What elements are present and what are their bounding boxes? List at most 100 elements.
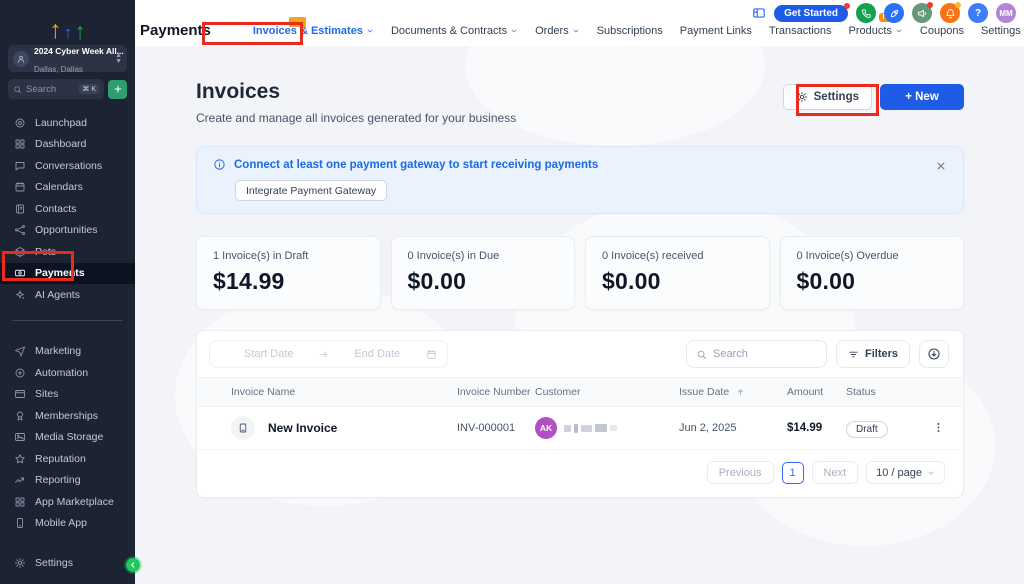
bell-icon (945, 8, 955, 19)
get-started-button[interactable]: Get Started (774, 2, 850, 22)
question-mark-icon: ? (974, 7, 982, 19)
notifications-button[interactable] (940, 2, 961, 23)
sidebar-item-app-marketplace[interactable]: App Marketplace (0, 491, 135, 513)
sidebar-item-mobile-app[interactable]: Mobile App (0, 513, 135, 535)
sidebar-item-label: Settings (35, 557, 73, 570)
kebab-menu-icon (937, 423, 940, 433)
tab-settings[interactable]: Settings (981, 25, 1021, 37)
banner-text: Connect at least one payment gateway to … (234, 158, 599, 171)
col-status[interactable]: Status (846, 386, 876, 398)
sidebar-search-input[interactable] (26, 83, 76, 95)
row-menu-button[interactable] (932, 419, 963, 437)
phone-icon (861, 8, 871, 18)
stat-value: $0.00 (407, 268, 467, 294)
sidebar-item-memberships[interactable]: Memberships (0, 405, 135, 427)
logo-arrow-blue-icon: ↑ (63, 23, 73, 43)
sidebar-collapse-button[interactable] (126, 558, 140, 572)
phone-button[interactable] (856, 3, 876, 23)
sidebar-item-label: Payments (35, 267, 85, 280)
launcher-button[interactable] (884, 3, 904, 23)
sidebar-item-marketing[interactable]: Marketing (0, 341, 135, 363)
main-content: Invoices Create and manage all invoices … (135, 46, 1024, 584)
sidebar-item-reporting[interactable]: Reporting (0, 470, 135, 492)
sidebar-item-settings[interactable]: Settings (0, 553, 135, 575)
sidebar-item-contacts[interactable]: Contacts (0, 198, 135, 220)
table-row[interactable]: New Invoice INV-000001 AK Jun 2, 2025 $1… (197, 407, 963, 450)
sidebar-item-label: Opportunities (35, 224, 98, 237)
panel-icon[interactable] (752, 6, 766, 20)
col-invoice-number[interactable]: Invoice Number (457, 386, 531, 398)
notification-dot (927, 2, 933, 8)
help-button[interactable]: ? (968, 3, 988, 23)
get-started-label: Get Started (784, 7, 838, 19)
sidebar-item-ai-agents[interactable]: AI Agents (0, 284, 135, 306)
filters-button[interactable]: Filters (835, 340, 910, 368)
col-amount[interactable]: Amount (787, 386, 824, 398)
sidebar-item-sites[interactable]: Sites (0, 384, 135, 406)
tab-transactions[interactable]: Transactions (769, 25, 832, 37)
next-page-button[interactable]: Next (811, 461, 859, 484)
rocket-icon (890, 9, 898, 17)
sidebar-item-label: Automation (35, 366, 89, 379)
stat-label: 0 Invoice(s) Overdue (796, 250, 899, 262)
sidebar-item-payments[interactable]: Payments (0, 262, 135, 284)
new-invoice-button[interactable]: + New (880, 84, 964, 110)
tab-coupons[interactable]: Coupons (920, 25, 964, 37)
sidebar-item-label: Sites (35, 388, 59, 401)
page-size-select[interactable]: 10 / page (866, 461, 945, 484)
sidebar-item-media-storage[interactable]: Media Storage (0, 427, 135, 449)
previous-page-button[interactable]: Previous (706, 461, 774, 484)
integrate-gateway-button[interactable]: Integrate Payment Gateway (235, 180, 388, 201)
invoice-number: INV-000001 (457, 422, 516, 434)
sidebar-item-reputation[interactable]: Reputation (0, 448, 135, 470)
page-subtitle: Create and manage all invoices generated… (196, 111, 517, 125)
cube-icon (15, 246, 25, 257)
plus-icon (114, 85, 121, 93)
announcements-button[interactable] (912, 2, 933, 23)
date-range-picker[interactable]: Start Date End Date (209, 340, 448, 368)
col-customer[interactable]: Customer (535, 386, 581, 398)
tab-invoices-estimates[interactable]: Invoices & Estimates (253, 25, 374, 37)
account-avatar (13, 50, 29, 67)
tab-payment-links[interactable]: Payment Links (680, 25, 752, 37)
start-date-placeholder[interactable]: Start Date (243, 348, 294, 360)
account-switcher[interactable]: 2024 Cyber Week All... Dallas, Dallas ▲ ▼ (8, 45, 127, 74)
user-avatar[interactable]: MM (996, 3, 1016, 23)
sidebar-item-launchpad[interactable]: Launchpad (0, 112, 135, 134)
sidebar-item-label: Reputation (35, 452, 86, 465)
invoice-doc-icon[interactable] (231, 416, 255, 440)
stat-label: 0 Invoice(s) in Due (407, 250, 500, 262)
stat-card-due: 0 Invoice(s) in Due $0.00 (390, 236, 575, 310)
sidebar-item-label: Launchpad (35, 116, 87, 129)
sidebar-item-opportunities[interactable]: Opportunities (0, 220, 135, 242)
sort-arrow-up-icon[interactable] (736, 388, 745, 397)
table-search[interactable] (685, 340, 827, 368)
filters-label: Filters (864, 348, 898, 360)
sidebar-item-dashboard[interactable]: Dashboard (0, 134, 135, 156)
table-header-row: Invoice Name Invoice Number Customer Iss… (197, 377, 963, 407)
sidebar-item-automation[interactable]: Automation (0, 362, 135, 384)
send-icon (15, 346, 25, 357)
current-page-button[interactable]: 1 (781, 461, 804, 484)
tab-subscriptions[interactable]: Subscriptions (597, 25, 663, 37)
sidebar-item-label: Dashboard (35, 138, 87, 151)
account-chevrons-icon: ▲ ▼ (115, 51, 122, 65)
end-date-placeholder[interactable]: End Date (354, 348, 401, 360)
tab-label: Subscriptions (596, 24, 663, 37)
table-search-input[interactable] (712, 348, 817, 360)
tab-orders[interactable]: Orders (535, 25, 580, 37)
tab-products[interactable]: NewProducts (848, 12, 902, 37)
sidebar-item-calendars[interactable]: Calendars (0, 177, 135, 199)
close-icon[interactable] (935, 157, 947, 175)
invoice-settings-button[interactable]: Settings (782, 84, 872, 110)
col-invoice-name[interactable]: Invoice Name (231, 386, 296, 398)
sidebar-item-pets[interactable]: Pets (0, 241, 135, 263)
sidebar-item-label: Mobile App (35, 517, 87, 530)
export-button[interactable] (919, 340, 949, 368)
invoice-name[interactable]: New Invoice (268, 421, 338, 435)
sidebar-item-conversations[interactable]: Conversations (0, 155, 135, 177)
tab-documents-contracts[interactable]: Documents & Contracts (391, 25, 518, 37)
col-issue-date[interactable]: Issue Date (679, 386, 787, 398)
sidebar-add-button[interactable] (108, 79, 127, 99)
sidebar-search[interactable]: ⌘ K (8, 79, 104, 99)
